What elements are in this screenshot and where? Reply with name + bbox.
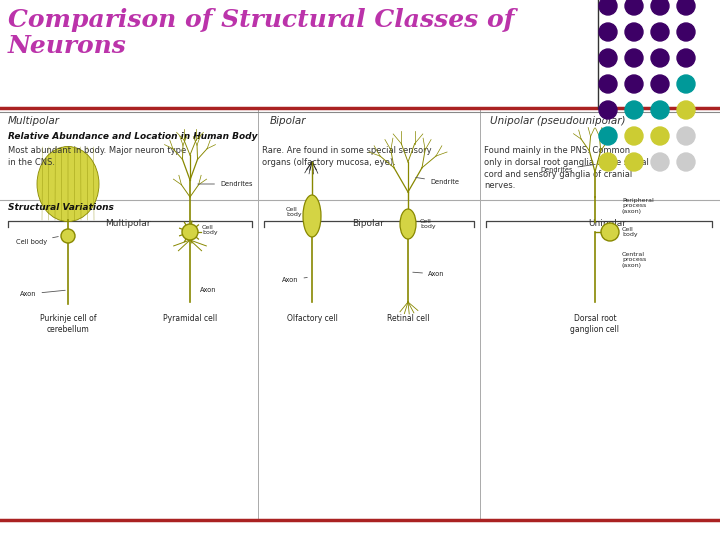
Ellipse shape bbox=[400, 209, 416, 239]
Circle shape bbox=[625, 49, 643, 67]
Circle shape bbox=[651, 153, 669, 171]
Text: Unipolar (pseudounipolar): Unipolar (pseudounipolar) bbox=[490, 116, 626, 126]
Text: Unipolar: Unipolar bbox=[588, 219, 626, 228]
Text: Comparison of Structural Classes of: Comparison of Structural Classes of bbox=[8, 8, 514, 32]
Text: Peripheral
process
(axon): Peripheral process (axon) bbox=[622, 198, 654, 214]
Circle shape bbox=[599, 101, 617, 119]
Circle shape bbox=[599, 49, 617, 67]
Circle shape bbox=[625, 101, 643, 119]
Text: Olfactory cell: Olfactory cell bbox=[287, 314, 338, 323]
Text: Multipolar: Multipolar bbox=[8, 116, 60, 126]
Circle shape bbox=[599, 0, 617, 15]
Circle shape bbox=[651, 127, 669, 145]
Circle shape bbox=[677, 49, 695, 67]
Text: Bipolar: Bipolar bbox=[352, 219, 384, 228]
Text: Purkinje cell of
cerebellum: Purkinje cell of cerebellum bbox=[40, 314, 96, 334]
Circle shape bbox=[61, 229, 75, 243]
Circle shape bbox=[625, 75, 643, 93]
Circle shape bbox=[677, 127, 695, 145]
Circle shape bbox=[625, 23, 643, 41]
Text: Neurons: Neurons bbox=[8, 34, 127, 58]
Circle shape bbox=[599, 75, 617, 93]
Circle shape bbox=[651, 49, 669, 67]
Text: Dendrite: Dendrite bbox=[415, 178, 459, 185]
Text: Cell
body: Cell body bbox=[420, 219, 436, 230]
Circle shape bbox=[599, 23, 617, 41]
Text: Bipolar: Bipolar bbox=[270, 116, 307, 126]
Text: Axon: Axon bbox=[20, 291, 66, 297]
Text: Retinal cell: Retinal cell bbox=[387, 314, 429, 323]
Text: Cell body: Cell body bbox=[16, 237, 58, 245]
Circle shape bbox=[599, 153, 617, 171]
Text: Dorsal root
ganglion cell: Dorsal root ganglion cell bbox=[570, 314, 619, 334]
Circle shape bbox=[601, 223, 619, 241]
Ellipse shape bbox=[303, 195, 321, 237]
Text: Cell
body: Cell body bbox=[286, 207, 302, 218]
Circle shape bbox=[651, 23, 669, 41]
Circle shape bbox=[625, 0, 643, 15]
Circle shape bbox=[651, 0, 669, 15]
Circle shape bbox=[599, 127, 617, 145]
Ellipse shape bbox=[37, 146, 99, 221]
Circle shape bbox=[625, 153, 643, 171]
Text: Central
process
(axon): Central process (axon) bbox=[622, 252, 647, 268]
Text: Multipolar: Multipolar bbox=[105, 219, 150, 228]
Circle shape bbox=[651, 75, 669, 93]
Text: Axon: Axon bbox=[413, 271, 444, 277]
Circle shape bbox=[625, 127, 643, 145]
Text: Dendrites: Dendrites bbox=[198, 181, 253, 187]
Text: Cell
body: Cell body bbox=[622, 227, 638, 238]
Circle shape bbox=[677, 75, 695, 93]
Text: Pyramidal cell: Pyramidal cell bbox=[163, 314, 217, 323]
Text: Axon: Axon bbox=[200, 287, 217, 293]
Circle shape bbox=[677, 153, 695, 171]
Text: Found mainly in the PNS. Common
only in dorsal root ganglia of the spinal
cord a: Found mainly in the PNS. Common only in … bbox=[484, 146, 649, 191]
Text: Most abundant in body. Major neuron type
in the CNS.: Most abundant in body. Major neuron type… bbox=[8, 146, 186, 167]
Text: Rare. Are found in some special sensory
organs (olfactory mucosa, eye).: Rare. Are found in some special sensory … bbox=[262, 146, 431, 167]
Text: Relative Abundance and Location in Human Body: Relative Abundance and Location in Human… bbox=[8, 132, 258, 141]
Circle shape bbox=[651, 101, 669, 119]
Circle shape bbox=[182, 224, 198, 240]
Circle shape bbox=[677, 101, 695, 119]
Circle shape bbox=[677, 23, 695, 41]
Text: Structural Variations: Structural Variations bbox=[8, 203, 114, 212]
Circle shape bbox=[677, 0, 695, 15]
Text: Cell
body: Cell body bbox=[202, 225, 217, 235]
Text: Dendrites: Dendrites bbox=[540, 164, 595, 173]
Text: Axon: Axon bbox=[282, 277, 307, 283]
